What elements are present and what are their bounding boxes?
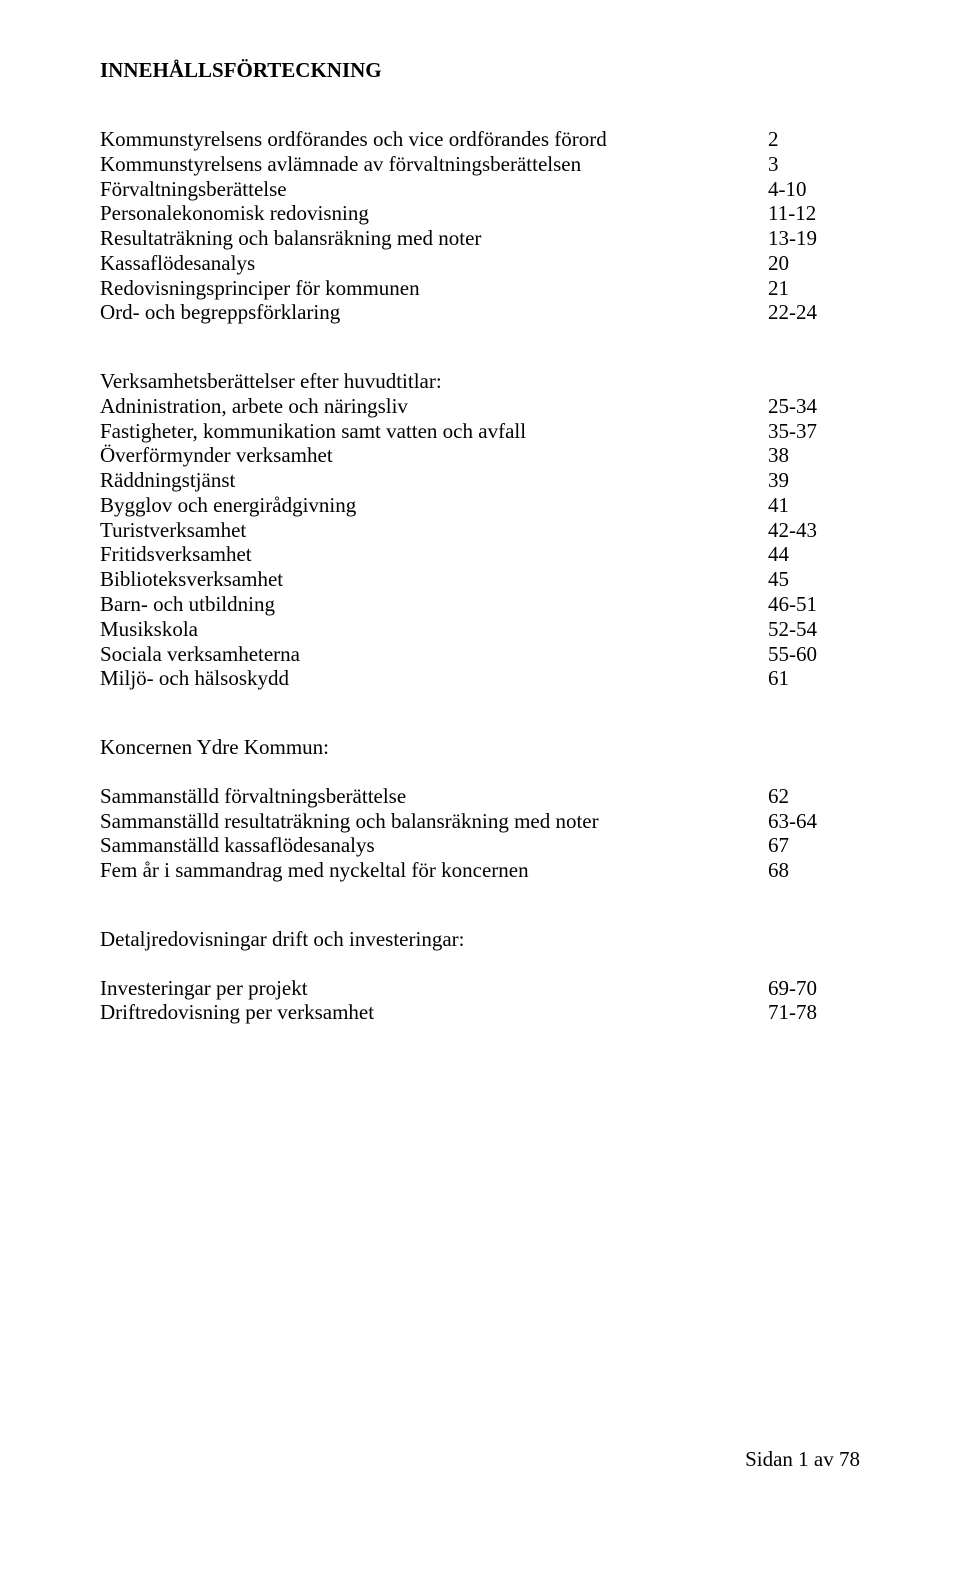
toc-label: Miljö- och hälsoskydd — [100, 666, 750, 691]
toc-page: 67 — [750, 833, 860, 858]
toc-section-1: Kommunstyrelsens ordförandes och vice or… — [100, 127, 860, 325]
toc-label: Musikskola — [100, 617, 750, 642]
toc-label: Ord- och begreppsförklaring — [100, 300, 750, 325]
section-header: Detaljredovisningar drift och investerin… — [100, 927, 860, 952]
toc-label: Turistverksamhet — [100, 518, 750, 543]
toc-row: Biblioteksverksamhet45 — [100, 567, 860, 592]
toc-section-2: Verksamhetsberättelser efter huvudtitlar… — [100, 369, 860, 691]
toc-label: Förvaltningsberättelse — [100, 177, 750, 202]
toc-label: Investeringar per projekt — [100, 976, 750, 1001]
toc-label: Bygglov och energirådgivning — [100, 493, 750, 518]
toc-row: Sociala verksamheterna55-60 — [100, 642, 860, 667]
toc-row: Överförmynder verksamhet38 — [100, 443, 860, 468]
toc-page: 39 — [750, 468, 860, 493]
toc-row: Miljö- och hälsoskydd61 — [100, 666, 860, 691]
toc-label: Driftredovisning per verksamhet — [100, 1000, 750, 1025]
toc-label: Kassaflödesanalys — [100, 251, 750, 276]
toc-row: Sammanställd kassaflödesanalys67 — [100, 833, 860, 858]
toc-row: Sammanställd resultaträkning och balansr… — [100, 809, 860, 834]
toc-label: Personalekonomisk redovisning — [100, 201, 750, 226]
toc-page: 46-51 — [750, 592, 860, 617]
toc-page: 21 — [750, 276, 860, 301]
page-footer: Sidan 1 av 78 — [745, 1447, 860, 1472]
toc-label: Fritidsverksamhet — [100, 542, 750, 567]
toc-page: 20 — [750, 251, 860, 276]
toc-row: Kommunstyrelsens ordförandes och vice or… — [100, 127, 860, 152]
toc-page: 44 — [750, 542, 860, 567]
toc-row: Fem år i sammandrag med nyckeltal för ko… — [100, 858, 860, 883]
toc-label: Kommunstyrelsens avlämnade av förvaltnin… — [100, 152, 750, 177]
toc-row: Fastigheter, kommunikation samt vatten o… — [100, 419, 860, 444]
toc-page: 4-10 — [750, 177, 860, 202]
toc-row: Redovisningsprinciper för kommunen21 — [100, 276, 860, 301]
toc-page: 45 — [750, 567, 860, 592]
page-title: INNEHÅLLSFÖRTECKNING — [100, 58, 860, 83]
toc-page: 38 — [750, 443, 860, 468]
toc-row: Förvaltningsberättelse4-10 — [100, 177, 860, 202]
toc-row: Kassaflödesanalys20 — [100, 251, 860, 276]
toc-page: 22-24 — [750, 300, 860, 325]
toc-row: Personalekonomisk redovisning11-12 — [100, 201, 860, 226]
toc-page: 2 — [750, 127, 860, 152]
toc-label: Sammanställd resultaträkning och balansr… — [100, 809, 750, 834]
toc-row: Resultaträkning och balansräkning med no… — [100, 226, 860, 251]
toc-label: Sammanställd förvaltningsberättelse — [100, 784, 750, 809]
toc-page: 63-64 — [750, 809, 860, 834]
toc-page: 35-37 — [750, 419, 860, 444]
toc-row: Investeringar per projekt69-70 — [100, 976, 860, 1001]
section-header: Koncernen Ydre Kommun: — [100, 735, 860, 760]
toc-row: Kommunstyrelsens avlämnade av förvaltnin… — [100, 152, 860, 177]
toc-page: 55-60 — [750, 642, 860, 667]
toc-page: 61 — [750, 666, 860, 691]
toc-page: 62 — [750, 784, 860, 809]
toc-label: Adninistration, arbete och näringsliv — [100, 394, 750, 419]
toc-row: Bygglov och energirådgivning41 — [100, 493, 860, 518]
toc-page: 52-54 — [750, 617, 860, 642]
toc-row: Adninistration, arbete och näringsliv25-… — [100, 394, 860, 419]
toc-label: Resultaträkning och balansräkning med no… — [100, 226, 750, 251]
toc-label: Sociala verksamheterna — [100, 642, 750, 667]
toc-label: Sammanställd kassaflödesanalys — [100, 833, 750, 858]
toc-page: 71-78 — [750, 1000, 860, 1025]
toc-page: 41 — [750, 493, 860, 518]
toc-page: 68 — [750, 858, 860, 883]
toc-row: Räddningstjänst39 — [100, 468, 860, 493]
toc-section-4: Detaljredovisningar drift och investerin… — [100, 927, 860, 1025]
toc-label: Fem år i sammandrag med nyckeltal för ko… — [100, 858, 750, 883]
toc-page: 3 — [750, 152, 860, 177]
toc-row: Fritidsverksamhet44 — [100, 542, 860, 567]
toc-row: Musikskola52-54 — [100, 617, 860, 642]
toc-label: Barn- och utbildning — [100, 592, 750, 617]
toc-row: Turistverksamhet42-43 — [100, 518, 860, 543]
toc-page: 13-19 — [750, 226, 860, 251]
toc-row: Sammanställd förvaltningsberättelse62 — [100, 784, 860, 809]
toc-label: Kommunstyrelsens ordförandes och vice or… — [100, 127, 750, 152]
toc-section-3: Koncernen Ydre Kommun: Sammanställd förv… — [100, 735, 860, 883]
toc-page: 25-34 — [750, 394, 860, 419]
toc-label: Fastigheter, kommunikation samt vatten o… — [100, 419, 750, 444]
toc-page: 11-12 — [750, 201, 860, 226]
toc-row: Barn- och utbildning46-51 — [100, 592, 860, 617]
toc-label: Räddningstjänst — [100, 468, 750, 493]
toc-label: Överförmynder verksamhet — [100, 443, 750, 468]
toc-label: Redovisningsprinciper för kommunen — [100, 276, 750, 301]
section-header: Verksamhetsberättelser efter huvudtitlar… — [100, 369, 860, 394]
toc-row: Ord- och begreppsförklaring22-24 — [100, 300, 860, 325]
toc-page: 42-43 — [750, 518, 860, 543]
toc-row: Driftredovisning per verksamhet71-78 — [100, 1000, 860, 1025]
toc-label: Biblioteksverksamhet — [100, 567, 750, 592]
toc-page: 69-70 — [750, 976, 860, 1001]
